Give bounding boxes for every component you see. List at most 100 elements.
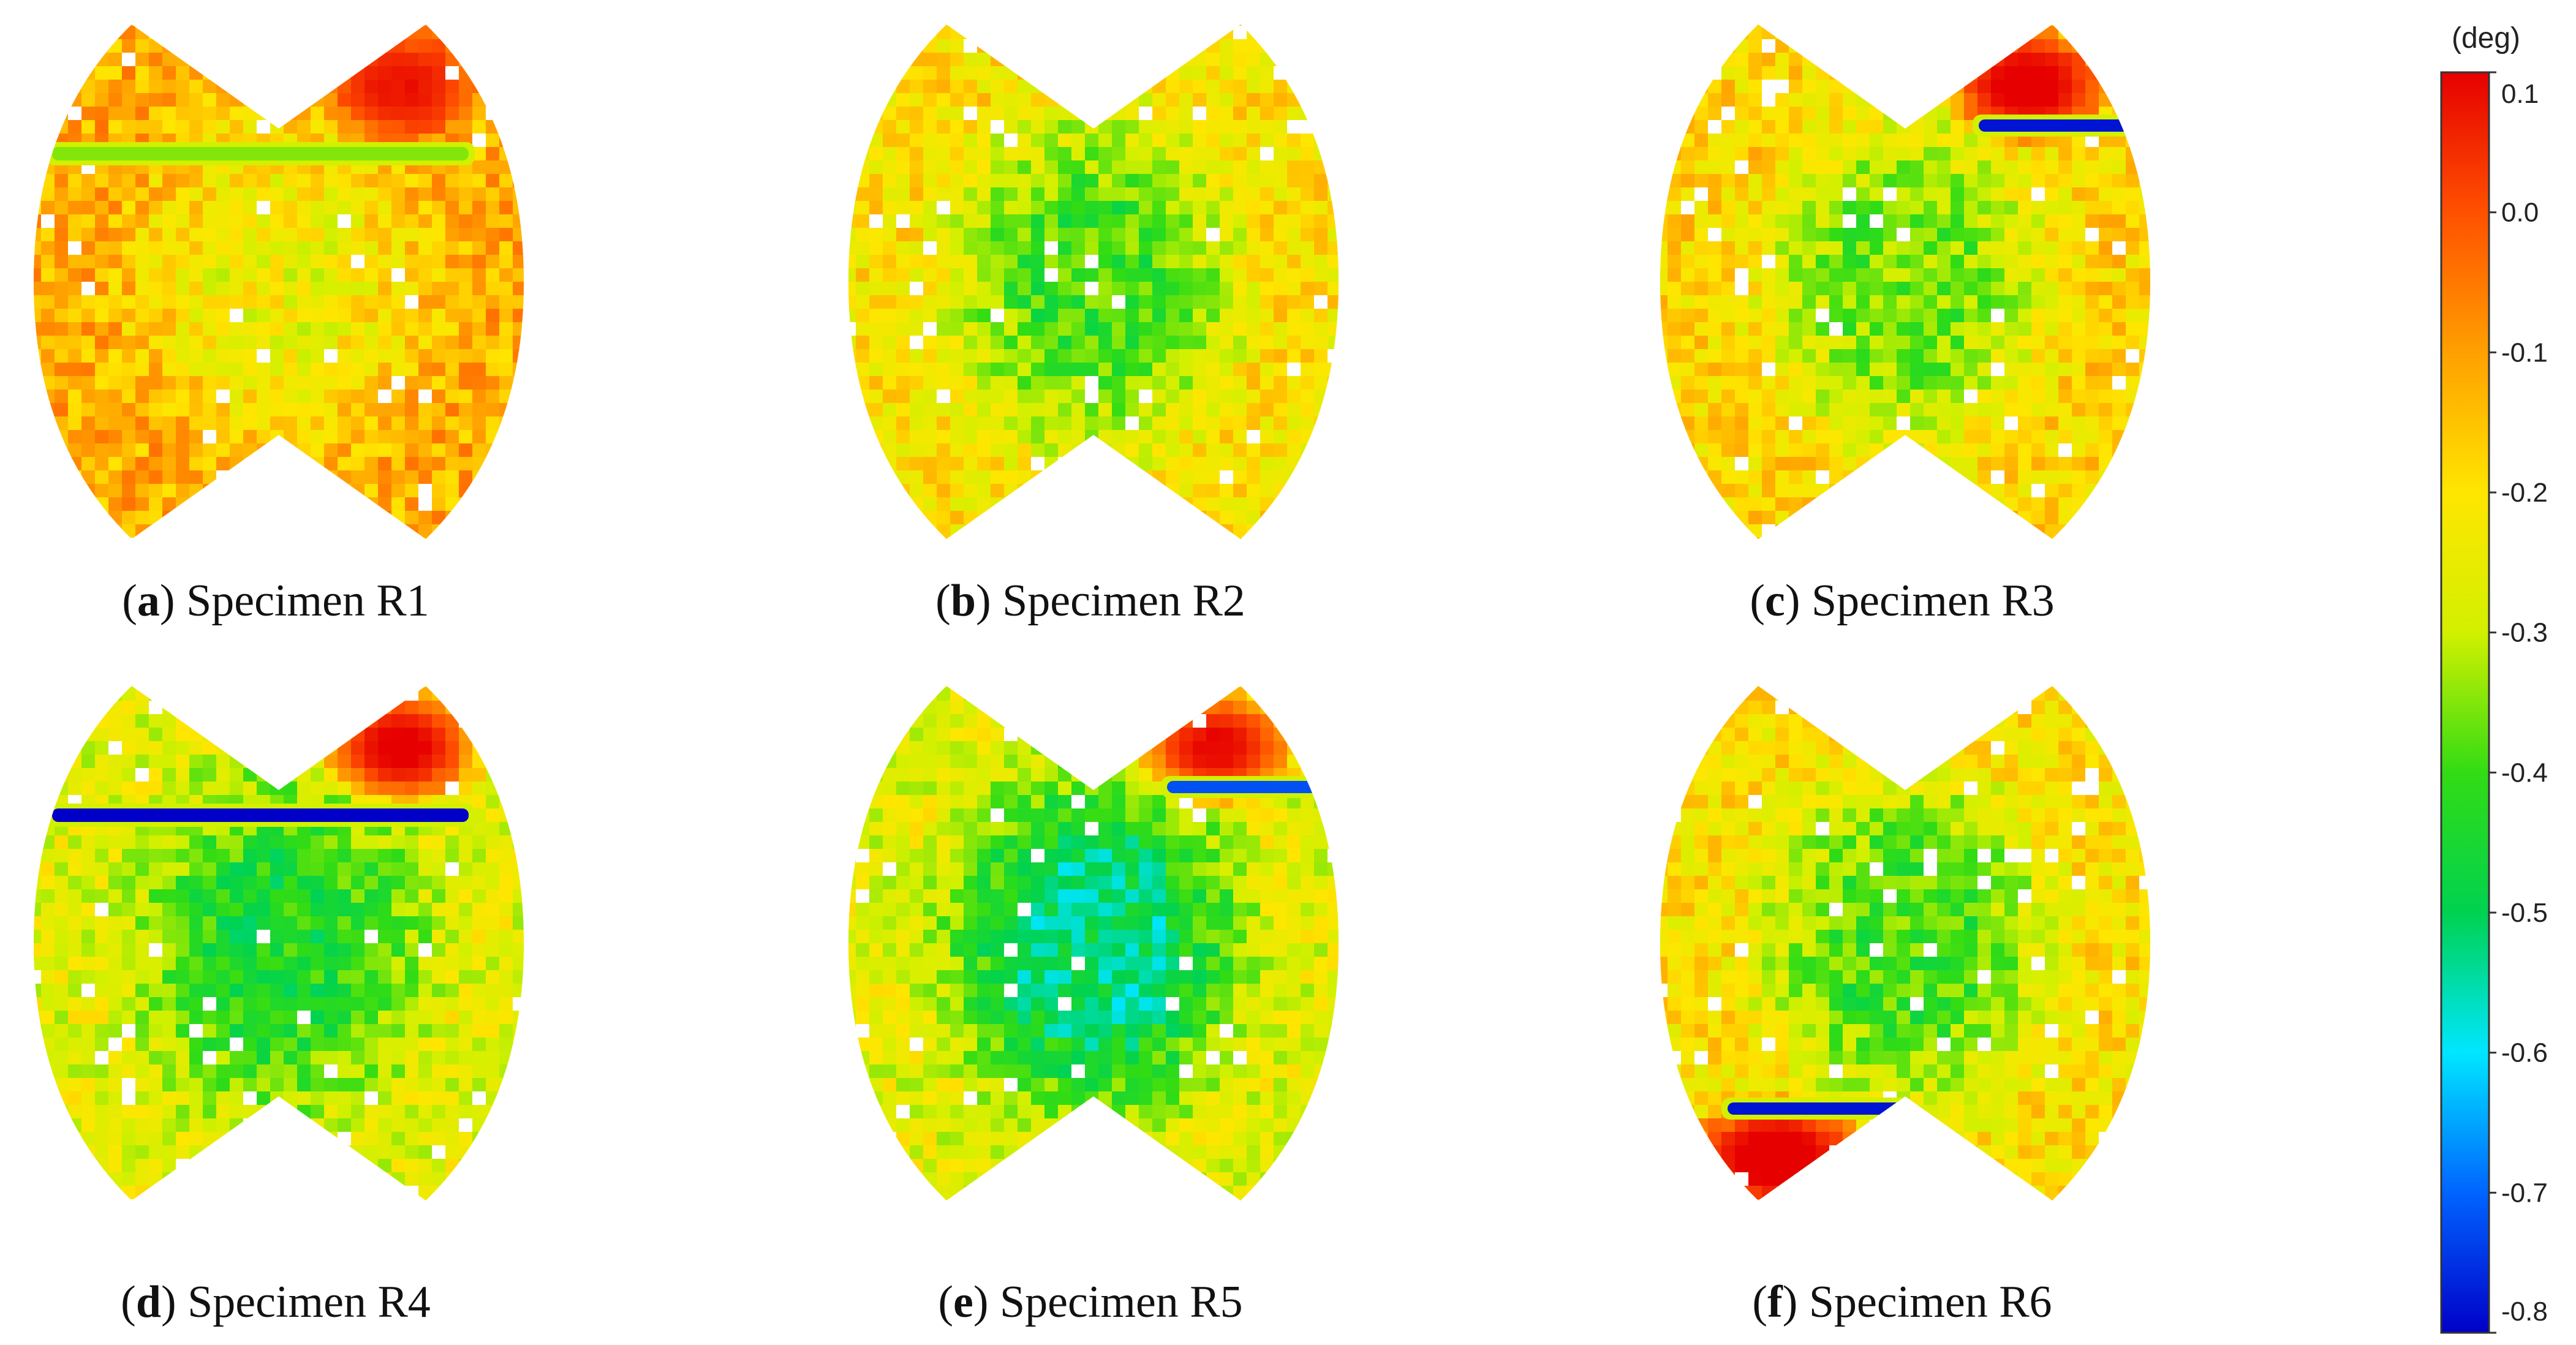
heatmap-cell	[1233, 390, 1247, 404]
heatmap-cell	[1166, 201, 1180, 215]
heatmap-cell	[338, 755, 352, 769]
heatmap-cell	[1951, 120, 1965, 134]
heatmap-cell	[1004, 93, 1018, 107]
heatmap-cell	[445, 187, 459, 202]
heatmap-cell	[1748, 187, 1762, 202]
heatmap-cell	[162, 26, 176, 40]
heatmap-cell	[1660, 39, 1668, 53]
heatmap-cell	[472, 255, 486, 269]
heatmap-cell	[1233, 134, 1247, 148]
heatmap-cell	[1139, 39, 1153, 53]
heatmap-cell	[1112, 214, 1126, 228]
heatmap-cell	[1098, 26, 1112, 40]
heatmap-cell	[55, 39, 69, 53]
heatmap-cell	[1233, 349, 1247, 363]
heatmap-cell	[351, 309, 365, 323]
heatmap-cell	[1910, 174, 1924, 188]
heatmap-cell	[243, 120, 257, 134]
heatmap-cell	[1004, 376, 1018, 390]
heatmap-cell	[122, 497, 136, 511]
heatmap-cell	[459, 484, 473, 498]
heatmap-cell	[1870, 376, 1884, 390]
heatmap-cell	[1098, 120, 1112, 134]
heatmap-cell	[1681, 295, 1695, 309]
heatmap-cell	[977, 187, 991, 202]
heatmap-cell	[1206, 497, 1220, 511]
heatmap-cell	[1964, 416, 1978, 431]
heatmap-cell	[1897, 484, 1911, 498]
heatmap-cell	[896, 349, 910, 363]
heatmap-cell	[2045, 443, 2059, 458]
heatmap-cell	[486, 768, 500, 782]
heatmap-cell	[34, 228, 42, 242]
heatmap-cell	[122, 322, 136, 336]
heatmap-cell	[2072, 376, 2086, 390]
heatmap-cell	[230, 430, 244, 444]
heatmap-cell	[338, 484, 352, 498]
heatmap-cell	[991, 134, 1005, 148]
heatmap-cell	[1721, 282, 1736, 296]
heatmap-cell	[1668, 538, 1682, 539]
heatmap-cell	[55, 470, 69, 484]
heatmap-cell	[2045, 470, 2059, 484]
heatmap-cell	[513, 282, 524, 296]
heatmap-cell	[1775, 403, 1789, 417]
heatmap-cell	[311, 416, 325, 431]
heatmap-cell	[2099, 187, 2113, 202]
heatmap-cell	[991, 228, 1005, 242]
heatmap-cell	[95, 107, 109, 121]
heatmap-cell	[95, 201, 109, 215]
heatmap-cell	[2099, 322, 2113, 336]
heatmap-cell	[1991, 363, 2005, 377]
heatmap-cell	[526, 147, 540, 161]
heatmap-cell	[2045, 201, 2059, 215]
heatmap-cell	[284, 741, 298, 755]
heatmap-cell	[1816, 187, 1830, 202]
heatmap-cell	[68, 295, 82, 309]
heatmap-cell	[176, 282, 190, 296]
heatmap-cell	[1341, 241, 1355, 255]
heatmap-cell	[445, 741, 459, 755]
heatmap-cell	[1314, 309, 1328, 323]
heatmap-cell	[1964, 241, 1978, 255]
heatmap-cell	[459, 39, 473, 53]
heatmap-cell	[391, 741, 406, 755]
heatmap-cell	[297, 349, 311, 363]
heatmap-cell	[189, 107, 203, 121]
heatmap-cell	[950, 107, 964, 121]
heatmap-cell	[910, 524, 924, 538]
heatmap-cell	[1220, 201, 1234, 215]
heatmap-cell	[1301, 214, 1315, 228]
heatmap-cell	[364, 201, 379, 215]
heatmap-cell	[2004, 214, 2019, 228]
heatmap-cell	[405, 214, 419, 228]
heatmap-cell	[68, 497, 82, 511]
heatmap-cell	[1247, 295, 1261, 309]
heatmap-cell	[2153, 214, 2167, 228]
heatmap-cell	[896, 497, 910, 511]
heatmap-cell	[1910, 497, 1924, 511]
heatmap-cell	[135, 741, 149, 755]
heatmap-cell	[1004, 66, 1018, 80]
heatmap-cell	[977, 443, 991, 458]
heatmap-cell	[41, 376, 55, 390]
heatmap-cell	[1139, 66, 1153, 80]
heatmap-cell	[1058, 107, 1072, 121]
heatmap-cell	[1085, 282, 1099, 296]
heatmap-cell	[1260, 363, 1274, 377]
heatmap-cell	[297, 497, 311, 511]
heatmap-cell	[1044, 309, 1059, 323]
heatmap-cell	[1748, 107, 1762, 121]
heatmap-cell	[1139, 363, 1153, 377]
heatmap-cell	[1951, 443, 1965, 458]
heatmap-cell	[270, 376, 284, 390]
heatmap-cell	[257, 336, 271, 350]
heatmap-cell	[1274, 147, 1288, 161]
heatmap-cell	[1125, 430, 1139, 444]
heatmap-cell	[1748, 470, 1762, 484]
heatmap-cell	[1166, 241, 1180, 255]
heatmap-cell	[1233, 93, 1247, 107]
heatmap-cell	[1112, 336, 1126, 350]
heatmap-cell	[1870, 524, 1884, 538]
heatmap-cell	[122, 416, 136, 431]
